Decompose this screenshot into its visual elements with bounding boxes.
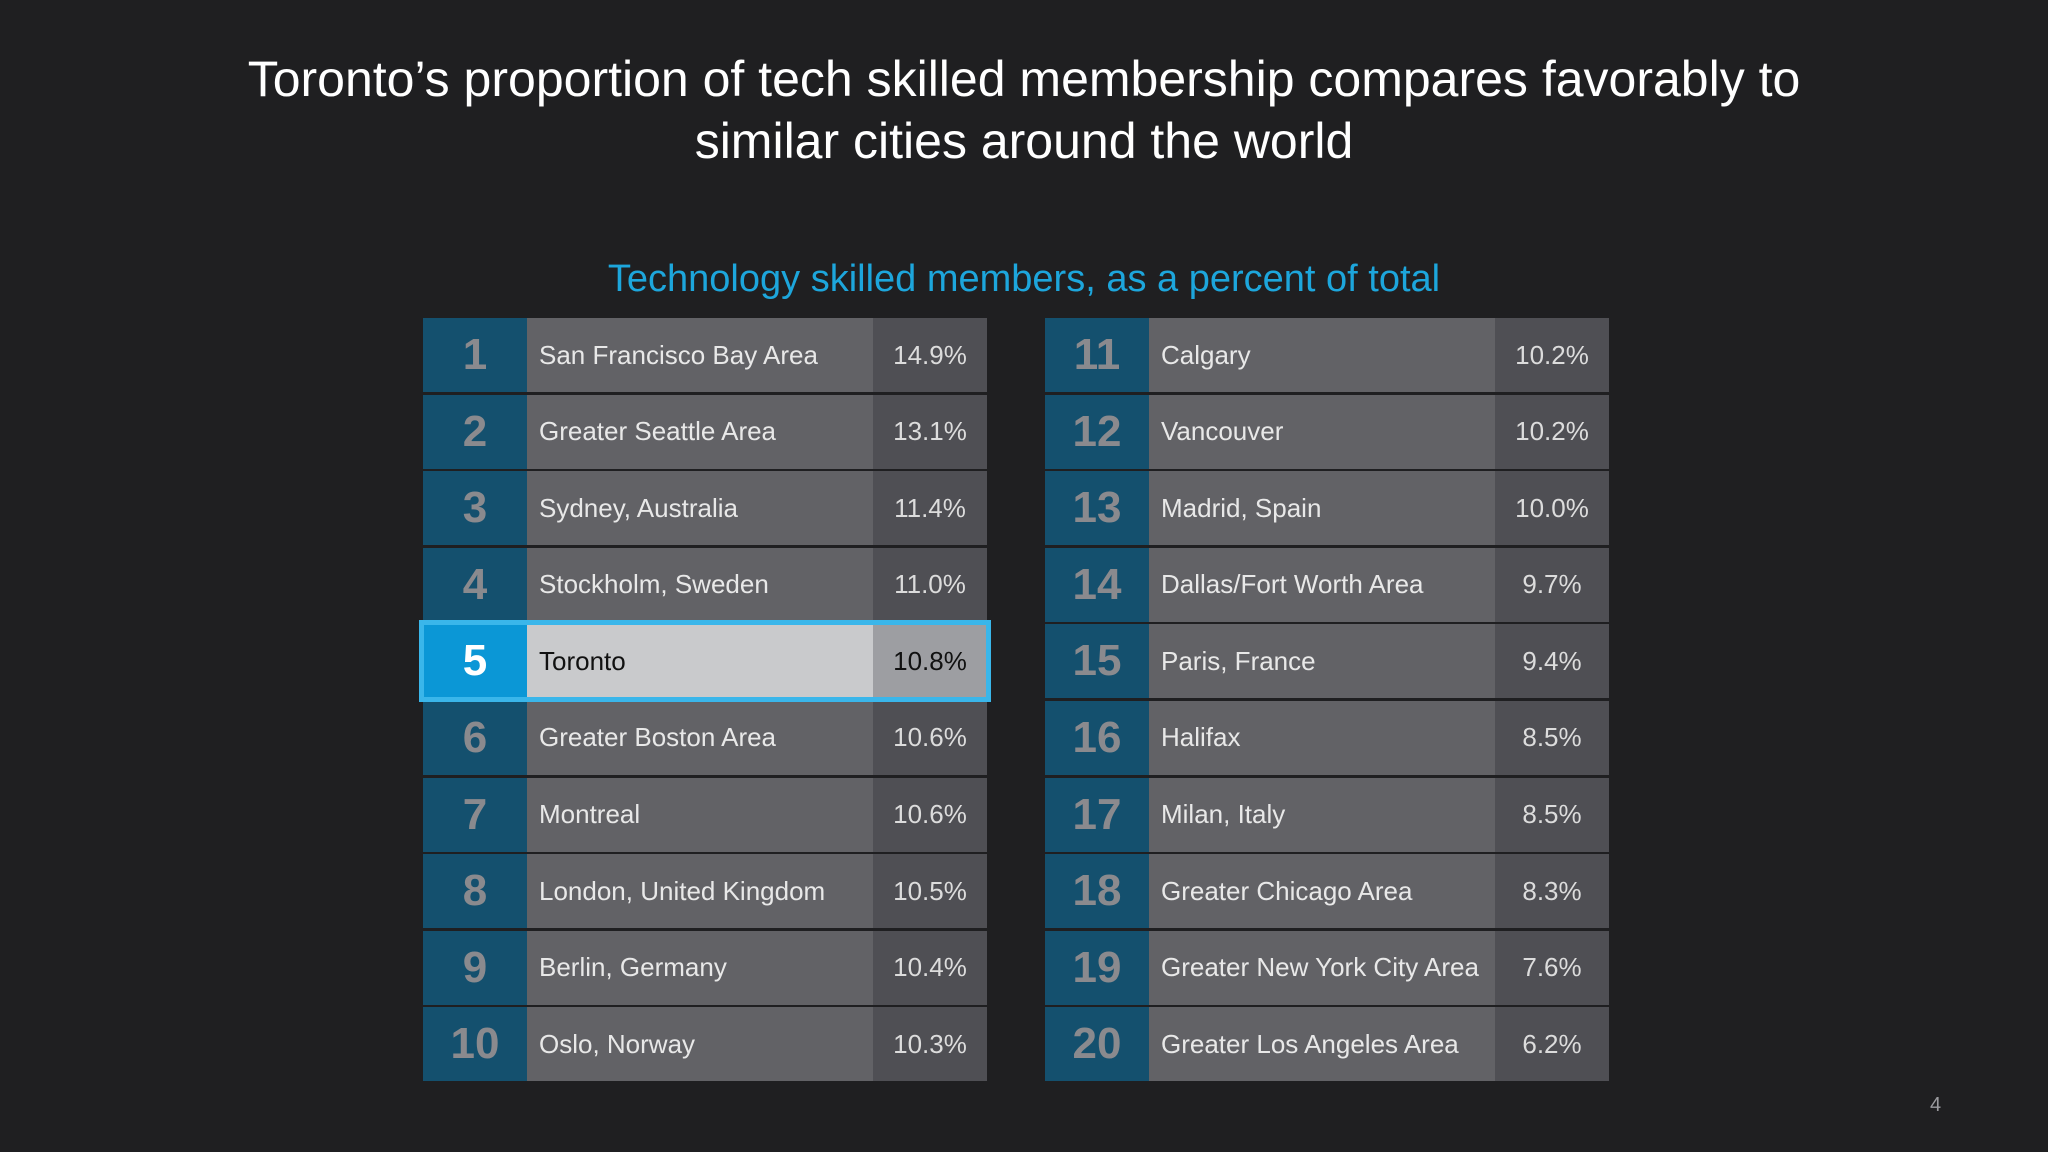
slide-title: Toronto’s proportion of tech skilled mem… xyxy=(100,48,1948,172)
table-row: 19 Greater New York City Area 7.6% xyxy=(1045,930,1609,1005)
city-cell: Toronto xyxy=(527,624,873,699)
city-cell: Stockholm, Sweden xyxy=(527,547,873,622)
table-row: 12 Vancouver 10.2% xyxy=(1045,394,1609,469)
rank-cell: 4 xyxy=(423,547,527,622)
value-cell: 10.8% xyxy=(873,624,987,699)
city-cell: Greater Boston Area xyxy=(527,700,873,775)
rank-cell: 11 xyxy=(1045,318,1149,392)
city-cell: Greater Los Angeles Area xyxy=(1149,1007,1495,1082)
table-row: 16 Halifax 8.5% xyxy=(1045,700,1609,775)
value-cell: 10.2% xyxy=(1495,318,1609,392)
value-cell: 7.6% xyxy=(1495,930,1609,1005)
table-row: 17 Milan, Italy 8.5% xyxy=(1045,777,1609,852)
ranking-table-right: 11 Calgary 10.2% 12 Vancouver 10.2% 13 Madrid, … xyxy=(1045,318,1609,1084)
city-cell: Milan, Italy xyxy=(1149,777,1495,852)
value-cell: 10.4% xyxy=(873,930,987,1005)
rank-cell: 6 xyxy=(423,700,527,775)
rank-cell: 12 xyxy=(1045,394,1149,469)
table-row: 11 Calgary 10.2% xyxy=(1045,318,1609,392)
rank-cell: 3 xyxy=(423,471,527,546)
city-cell: San Francisco Bay Area xyxy=(527,318,873,392)
city-cell: Montreal xyxy=(527,777,873,852)
table-row: 8 London, United Kingdom 10.5% xyxy=(423,854,987,929)
value-cell: 10.0% xyxy=(1495,471,1609,546)
table-row: 7 Montreal 10.6% xyxy=(423,777,987,852)
value-cell: 10.6% xyxy=(873,777,987,852)
slide-title-line-1: Toronto’s proportion of tech skilled mem… xyxy=(247,51,1801,107)
rank-cell: 18 xyxy=(1045,854,1149,929)
rank-cell: 9 xyxy=(423,930,527,1005)
table-row: 20 Greater Los Angeles Area 6.2% xyxy=(1045,1007,1609,1082)
city-cell: Halifax xyxy=(1149,700,1495,775)
table-row: 18 Greater Chicago Area 8.3% xyxy=(1045,854,1609,929)
city-cell: Greater Seattle Area xyxy=(527,394,873,469)
city-cell: Dallas/Fort Worth Area xyxy=(1149,547,1495,622)
value-cell: 13.1% xyxy=(873,394,987,469)
city-cell: Greater New York City Area xyxy=(1149,930,1495,1005)
table-row-highlighted: 5 Toronto 10.8% xyxy=(419,620,991,703)
value-cell: 8.5% xyxy=(1495,777,1609,852)
chart-title: Technology skilled members, as a percent… xyxy=(607,258,1441,300)
city-cell: Paris, France xyxy=(1149,624,1495,699)
rank-cell: 8 xyxy=(423,854,527,929)
rank-cell: 20 xyxy=(1045,1007,1149,1082)
ranking-table-left: 1 San Francisco Bay Area 14.9% 2 Greater Sea… xyxy=(419,318,991,1084)
city-cell: Greater Chicago Area xyxy=(1149,854,1495,929)
city-cell: London, United Kingdom xyxy=(527,854,873,929)
value-cell: 6.2% xyxy=(1495,1007,1609,1082)
table-row: 1 San Francisco Bay Area 14.9% xyxy=(423,318,987,392)
city-cell: Madrid, Spain xyxy=(1149,471,1495,546)
table-row: 15 Paris, France 9.4% xyxy=(1045,624,1609,699)
value-cell: 10.6% xyxy=(873,700,987,775)
rank-cell: 2 xyxy=(423,394,527,469)
value-cell: 8.3% xyxy=(1495,854,1609,929)
value-cell: 10.3% xyxy=(873,1007,987,1082)
rank-cell: 14 xyxy=(1045,547,1149,622)
city-cell: Berlin, Germany xyxy=(527,930,873,1005)
rank-cell: 10 xyxy=(423,1007,527,1082)
table-row: 14 Dallas/Fort Worth Area 9.7% xyxy=(1045,547,1609,622)
rank-cell: 17 xyxy=(1045,777,1149,852)
value-cell: 11.0% xyxy=(873,547,987,622)
value-cell: 11.4% xyxy=(873,471,987,546)
value-cell: 10.2% xyxy=(1495,394,1609,469)
rank-cell: 13 xyxy=(1045,471,1149,546)
city-cell: Calgary xyxy=(1149,318,1495,392)
value-cell: 10.5% xyxy=(873,854,987,929)
rank-cell: 7 xyxy=(423,777,527,852)
rank-cell: 5 xyxy=(423,624,527,699)
city-cell: Vancouver xyxy=(1149,394,1495,469)
table-row: 10 Oslo, Norway 10.3% xyxy=(423,1007,987,1082)
value-cell: 9.7% xyxy=(1495,547,1609,622)
value-cell: 8.5% xyxy=(1495,700,1609,775)
value-cell: 14.9% xyxy=(873,318,987,392)
city-cell: Oslo, Norway xyxy=(527,1007,873,1082)
slide-title-line-2: similar cities around the world xyxy=(694,113,1354,169)
table-row: 6 Greater Boston Area 10.6% xyxy=(423,700,987,775)
rank-cell: 16 xyxy=(1045,700,1149,775)
page-number: 4 xyxy=(1930,1094,1942,1116)
table-row: 4 Stockholm, Sweden 11.0% xyxy=(423,547,987,622)
table-row: 3 Sydney, Australia 11.4% xyxy=(423,471,987,546)
table-row: 9 Berlin, Germany 10.4% xyxy=(423,930,987,1005)
rank-cell: 15 xyxy=(1045,624,1149,699)
value-cell: 9.4% xyxy=(1495,624,1609,699)
rank-cell: 1 xyxy=(423,318,527,392)
table-row: 13 Madrid, Spain 10.0% xyxy=(1045,471,1609,546)
rank-cell: 19 xyxy=(1045,930,1149,1005)
table-row: 2 Greater Seattle Area 13.1% xyxy=(423,394,987,469)
city-cell: Sydney, Australia xyxy=(527,471,873,546)
